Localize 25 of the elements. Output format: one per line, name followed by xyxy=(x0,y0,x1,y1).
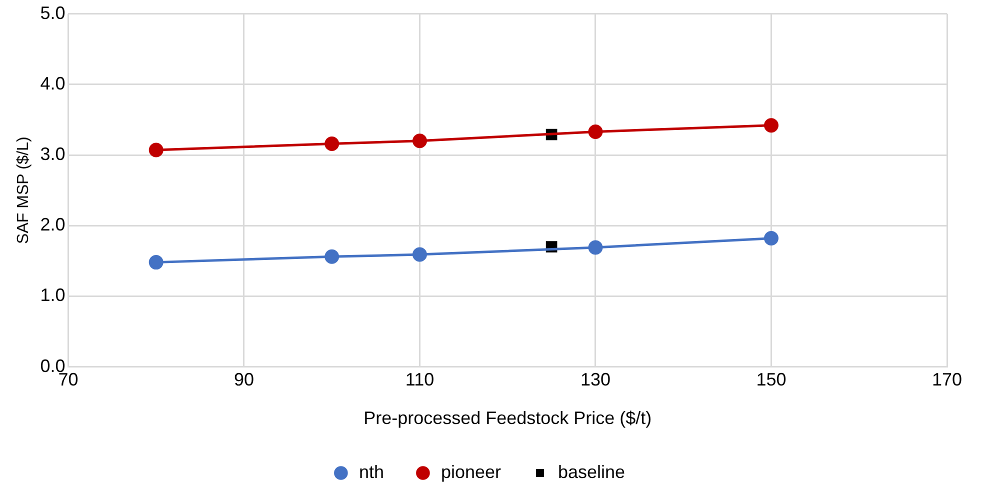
y-tick-label: 5.0 xyxy=(40,2,66,23)
y-tick-label: 2.0 xyxy=(40,214,66,235)
x-tick-label: 90 xyxy=(234,370,254,390)
y-axis-title: SAF MSP ($/L) xyxy=(15,136,32,244)
point xyxy=(148,255,164,270)
x-tick-label: 150 xyxy=(756,370,786,390)
x-tick-label: 170 xyxy=(932,370,962,390)
point xyxy=(764,231,778,246)
point xyxy=(324,249,340,264)
point xyxy=(764,118,778,133)
point xyxy=(412,247,427,262)
point xyxy=(588,240,603,255)
point xyxy=(412,134,427,148)
legend-label: baseline xyxy=(558,462,626,482)
legend-label: nth xyxy=(358,462,384,482)
point xyxy=(588,124,603,139)
x-tick-label: 130 xyxy=(580,370,611,390)
point xyxy=(324,136,340,151)
x-axis-title: Pre-processed Feedstock Price ($/t) xyxy=(364,408,652,428)
point xyxy=(148,142,164,158)
y-tick-label: 3.0 xyxy=(40,144,66,164)
legend-label: pioneer xyxy=(440,462,502,482)
x-tick-label: 110 xyxy=(405,370,434,390)
y-tick-label: 1.0 xyxy=(40,285,66,306)
y-tick-label: 4.0 xyxy=(40,73,66,94)
